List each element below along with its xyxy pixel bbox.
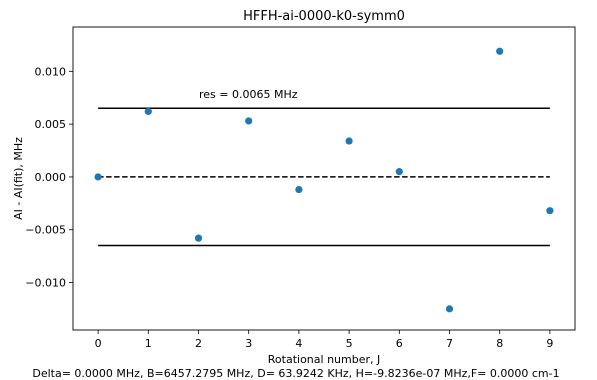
- data-point: [395, 168, 403, 176]
- y-axis: −0.010 −0.005 0.000 0.005 0.010: [25, 65, 73, 289]
- data-point: [546, 207, 554, 215]
- y-tick-label: −0.005: [25, 224, 66, 237]
- y-tick-label: −0.010: [25, 276, 66, 289]
- data-point: [144, 107, 152, 116]
- data-point: [445, 305, 454, 313]
- data-point: [245, 117, 253, 125]
- data-point: [496, 47, 504, 55]
- x-tick-label: 9: [546, 337, 553, 350]
- x-tick-label: 7: [446, 337, 453, 350]
- y-axis-label: AI - AI(fit), MHz: [12, 137, 25, 220]
- plot-frame: [72, 26, 576, 331]
- x-tick-label: 6: [396, 337, 403, 350]
- x-tick-label: 4: [295, 337, 302, 350]
- data-point: [94, 173, 102, 181]
- x-tick-label: 0: [95, 337, 102, 350]
- x-axis-label: Rotational number, J: [268, 353, 380, 366]
- fit-parameters-caption: Delta= 0.0000 MHz, B=6457.2795 MHz, D= 6…: [32, 367, 559, 380]
- data-point: [194, 234, 203, 242]
- y-tick-label: 0.010: [35, 65, 67, 78]
- plot-area: [72, 26, 576, 331]
- x-tick-label: 1: [145, 337, 152, 350]
- data-point: [345, 137, 353, 145]
- x-tick-label: 8: [496, 337, 503, 350]
- x-tick-label: 2: [195, 337, 202, 350]
- y-tick-label: 0.000: [35, 171, 67, 184]
- x-tick-label: 3: [245, 337, 252, 350]
- y-tick-label: 0.005: [35, 118, 67, 131]
- chart-title: HFFH-ai-0000-k0-symm0: [243, 9, 405, 24]
- x-tick-label: 5: [346, 337, 353, 350]
- x-axis: 0 1 2 3 4 5 6 7 8 9: [95, 330, 553, 350]
- residual-annotation: res = 0.0065 MHz: [199, 88, 298, 101]
- data-point: [295, 185, 303, 194]
